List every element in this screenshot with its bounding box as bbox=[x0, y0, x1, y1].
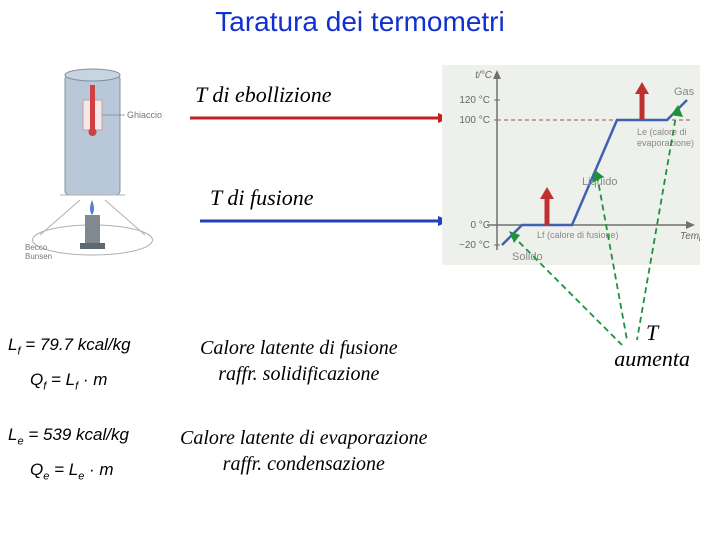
latent-evap-text: Calore latente di evaporazione raffr. co… bbox=[180, 425, 428, 477]
svg-text:Tempo: Tempo bbox=[680, 231, 700, 242]
formula-qf: Qf = Lf · m bbox=[30, 370, 107, 392]
svg-text:Solido: Solido bbox=[512, 251, 543, 263]
svg-text:t/°C: t/°C bbox=[475, 70, 493, 81]
latent-fusion-text: Calore latente di fusione raffr. solidif… bbox=[200, 335, 398, 387]
formula-le: Le = 539 kcal/kg bbox=[8, 425, 129, 447]
t-aum-l1: T bbox=[646, 320, 658, 345]
thermometer-diagram: Ghiaccio Becco Bunsen bbox=[25, 60, 175, 270]
svg-text:0 °C: 0 °C bbox=[470, 220, 490, 231]
svg-text:120 °C: 120 °C bbox=[459, 95, 490, 106]
svg-text:100 °C: 100 °C bbox=[459, 115, 490, 126]
svg-text:Lf (calore di fusione): Lf (calore di fusione) bbox=[537, 230, 619, 240]
svg-text:evaporazione): evaporazione) bbox=[637, 138, 694, 148]
svg-text:Becco: Becco bbox=[25, 243, 48, 252]
svg-text:−20 °C: −20 °C bbox=[459, 240, 490, 251]
cal-fus-l2: raffr. solidificazione bbox=[218, 363, 379, 385]
svg-text:Liquido: Liquido bbox=[582, 176, 617, 188]
boiling-arrow bbox=[190, 112, 450, 124]
cal-fus-l1: Calore latente di fusione bbox=[200, 337, 398, 359]
svg-text:Ghiaccio: Ghiaccio bbox=[127, 110, 162, 120]
boiling-label: T di ebollizione bbox=[195, 82, 332, 108]
formula-lf: Lf = 79.7 kcal/kg bbox=[8, 335, 131, 357]
cal-evap-l1: Calore latente di evaporazione bbox=[180, 427, 428, 449]
phase-chart: t/°C 120 °C 100 °C 0 °C −20 °C Tempo Sol… bbox=[442, 65, 700, 265]
t-aumenta-label: T aumenta bbox=[614, 320, 690, 373]
t-aum-l2: aumenta bbox=[614, 346, 690, 371]
fusion-label: T di fusione bbox=[210, 185, 314, 211]
svg-text:Gas: Gas bbox=[674, 86, 695, 98]
page-title: Taratura dei termometri bbox=[0, 6, 720, 38]
svg-text:Le (calore di: Le (calore di bbox=[637, 127, 687, 137]
formula-qe: Qe = Le · m bbox=[30, 460, 114, 482]
cal-evap-l2: raffr. condensazione bbox=[223, 453, 385, 475]
fusion-arrow bbox=[200, 215, 450, 227]
svg-text:Bunsen: Bunsen bbox=[25, 252, 52, 261]
